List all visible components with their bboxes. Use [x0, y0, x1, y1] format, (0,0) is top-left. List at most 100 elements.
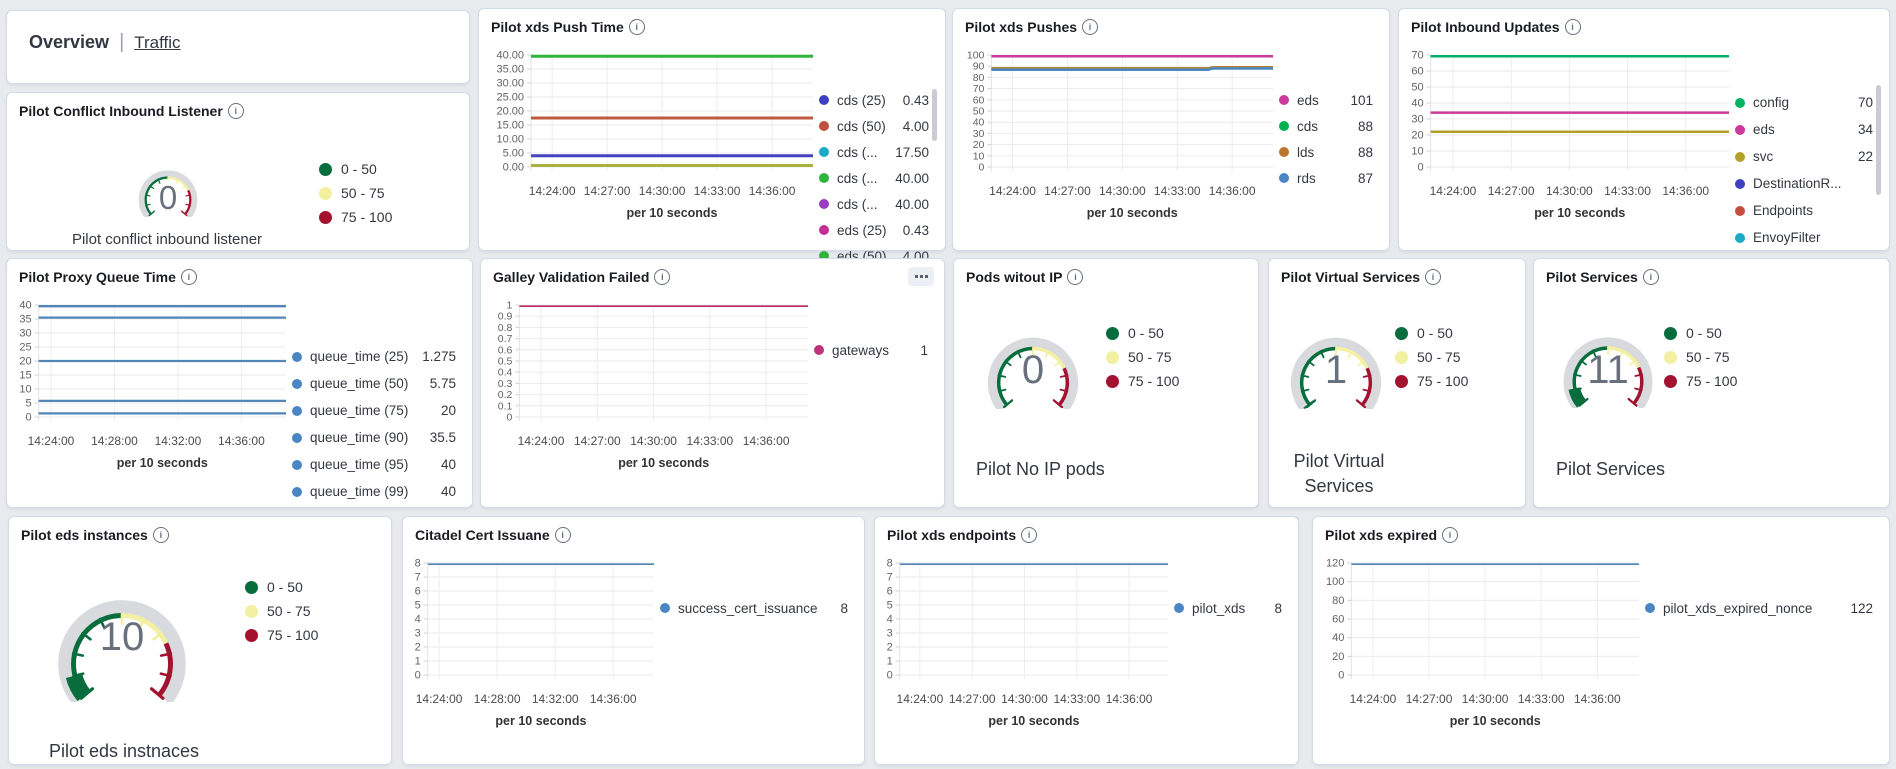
- gauge-legend: 0 - 50 50 - 75 75 - 100: [1106, 321, 1179, 393]
- info-icon[interactable]: i: [1425, 269, 1442, 285]
- legend-item[interactable]: cds (25) 0.43: [819, 87, 929, 113]
- legend-item[interactable]: success_cert_issuance 8: [660, 595, 848, 621]
- legend-item[interactable]: pilot_xds_expired_nonce 122: [1645, 595, 1873, 621]
- info-icon[interactable]: i: [227, 103, 244, 119]
- svg-text:0.5: 0.5: [498, 356, 513, 368]
- gauge-legend-label: 75 - 100: [1417, 373, 1469, 389]
- panel-title: Pilot xds expired i: [1313, 517, 1889, 543]
- info-icon[interactable]: i: [1067, 269, 1084, 285]
- gauge-legend-item: 0 - 50: [1106, 321, 1179, 345]
- svg-text:14:27:00: 14:27:00: [574, 434, 621, 448]
- svg-text:0: 0: [507, 412, 513, 424]
- svg-text:60: 60: [1411, 66, 1423, 78]
- svg-text:14:36:00: 14:36:00: [1106, 692, 1153, 706]
- info-icon[interactable]: i: [1442, 527, 1459, 543]
- info-icon[interactable]: i: [180, 269, 197, 285]
- legend-item[interactable]: eds 101: [1279, 87, 1373, 113]
- line-chart: 40.00 35.00 30.00 25.00 20.00 15.00 10.00 5.00 0…: [485, 37, 819, 225]
- svg-text:14:33:00: 14:33:00: [1518, 692, 1565, 706]
- legend-item[interactable]: lds 88: [1279, 139, 1373, 165]
- svg-text:14:33:00: 14:33:00: [687, 434, 734, 448]
- panel-options-button[interactable]: [908, 267, 934, 286]
- svg-text:14:33:00: 14:33:00: [1604, 184, 1651, 198]
- legend-item[interactable]: DestinationR...: [1735, 170, 1873, 197]
- gauge-legend: 0 - 50 50 - 75 75 - 100: [1395, 321, 1468, 393]
- svg-text:14:24:00: 14:24:00: [897, 692, 944, 706]
- gauge-legend-label: 0 - 50: [267, 579, 303, 595]
- gauge-value: 0: [158, 178, 178, 216]
- legend-series-value: 40: [440, 457, 456, 472]
- legend-item[interactable]: queue_time (99) 40: [292, 478, 456, 505]
- info-icon[interactable]: i: [1082, 19, 1099, 35]
- legend-series-dot: [819, 251, 829, 261]
- gauge-legend-dot: [1106, 326, 1119, 340]
- legend-item[interactable]: eds (25) 0.43: [819, 217, 929, 243]
- svg-text:14:24:00: 14:24:00: [529, 184, 576, 198]
- gauge-legend-label: 0 - 50: [341, 161, 377, 177]
- info-icon[interactable]: i: [152, 527, 169, 543]
- legend-item[interactable]: queue_time (95) 40: [292, 451, 456, 478]
- svg-text:5: 5: [887, 600, 893, 612]
- legend-item[interactable]: queue_time (90) 35.5: [292, 424, 456, 451]
- legend-item[interactable]: queue_time (50) 5.75: [292, 370, 456, 397]
- svg-text:0.8: 0.8: [498, 322, 513, 334]
- info-icon[interactable]: i: [1642, 269, 1659, 285]
- legend-scrollbar[interactable]: [1876, 85, 1881, 195]
- legend-item[interactable]: cds (... 40.00: [819, 165, 929, 191]
- legend-series-label: Endpoints: [1753, 203, 1814, 218]
- legend-series-dot: [1735, 232, 1745, 243]
- info-icon[interactable]: i: [628, 19, 645, 35]
- legend-item[interactable]: cds (50) 4.00: [819, 113, 929, 139]
- legend-series-value: 40.00: [895, 196, 929, 212]
- legend-item[interactable]: queue_time (75) 20: [292, 397, 456, 424]
- gauge-value: 11: [1587, 347, 1629, 392]
- info-icon[interactable]: i: [654, 269, 671, 285]
- panel-title-text: Pilot xds expired: [1325, 526, 1438, 543]
- gauge: 10: [33, 571, 211, 702]
- gauge-legend-dot: [1395, 350, 1408, 364]
- gauge-legend-label: 0 - 50: [1686, 325, 1722, 341]
- legend-series-label: cds (...: [837, 196, 878, 212]
- chart-legend: pilot_xds_expired_nonce 122: [1645, 545, 1883, 733]
- svg-text:0.7: 0.7: [498, 333, 513, 345]
- legend-series-dot: [1735, 151, 1745, 162]
- legend-series-value: 0.43: [902, 92, 929, 108]
- info-icon[interactable]: i: [1021, 527, 1038, 543]
- gauge-legend-dot: [1664, 326, 1677, 340]
- legend-item[interactable]: Endpoints: [1735, 197, 1873, 224]
- legend-item[interactable]: pilot_xds 8: [1174, 595, 1282, 621]
- svg-text:0.2: 0.2: [498, 389, 513, 401]
- legend-item[interactable]: gateways 1: [814, 337, 928, 363]
- legend-series-label: config: [1753, 95, 1790, 110]
- legend-series-value: 88: [1357, 118, 1373, 134]
- panel-pilot-services: Pilot Services i 11 0 - 50 50 - 75 75 - 10…: [1533, 258, 1890, 508]
- svg-text:14:27:00: 14:27:00: [1406, 692, 1453, 706]
- panel-title-text: Pilot Inbound Updates: [1411, 18, 1560, 35]
- gauge: 11: [1546, 317, 1670, 408]
- gauge-legend-item: 50 - 75: [245, 599, 318, 623]
- svg-text:4: 4: [415, 614, 421, 626]
- legend-scrollbar[interactable]: [932, 89, 937, 141]
- gauge-legend-label: 75 - 100: [1128, 373, 1180, 389]
- gauge-legend-dot: [245, 628, 258, 642]
- svg-text:35: 35: [19, 314, 31, 326]
- traffic-link[interactable]: Traffic: [134, 33, 181, 52]
- legend-item[interactable]: cds 88: [1279, 113, 1373, 139]
- legend-item[interactable]: EnvoyFilter: [1735, 224, 1873, 251]
- legend-item[interactable]: config 70: [1735, 89, 1873, 116]
- info-icon[interactable]: i: [1564, 19, 1581, 35]
- panel-pilot-proxy-queue-time: Pilot Proxy Queue Time i 40 35 30 25 20 15 10 5…: [6, 258, 473, 508]
- svg-text:6: 6: [887, 586, 893, 598]
- svg-text:per 10 seconds: per 10 seconds: [1534, 206, 1625, 220]
- legend-item[interactable]: eds 34: [1735, 116, 1873, 143]
- svg-text:14:24:00: 14:24:00: [518, 434, 565, 448]
- legend-item[interactable]: rds 87: [1279, 165, 1373, 191]
- legend-item[interactable]: cds (... 40.00: [819, 191, 929, 217]
- legend-item[interactable]: queue_time (25) 1.275: [292, 343, 456, 370]
- svg-text:5: 5: [25, 398, 31, 410]
- legend-item[interactable]: svc 22: [1735, 143, 1873, 170]
- gauge-legend-item: 75 - 100: [319, 205, 392, 229]
- panel-title-text: Pilot xds Pushes: [965, 18, 1078, 35]
- info-icon[interactable]: i: [554, 527, 571, 543]
- legend-item[interactable]: cds (... 17.50: [819, 139, 929, 165]
